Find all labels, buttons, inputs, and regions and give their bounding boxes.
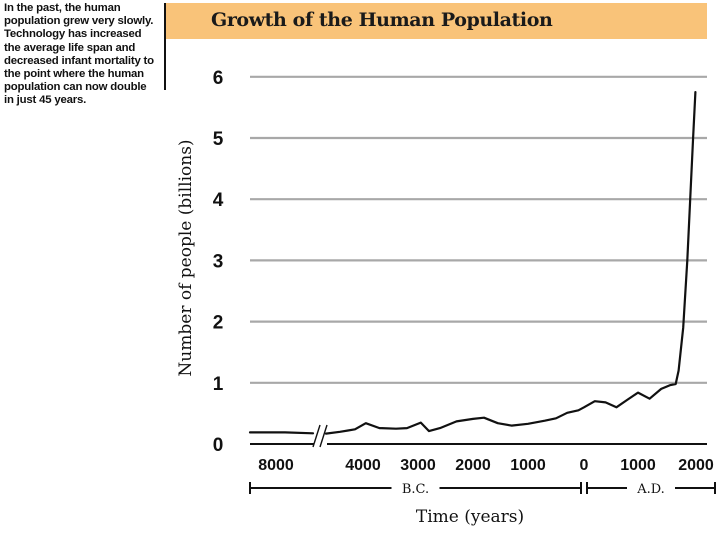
y-tick-label-3: 3 [213, 251, 224, 272]
axis-break-gap [314, 418, 327, 448]
axes [250, 418, 707, 448]
x-tick-label: 1000 [510, 457, 546, 474]
axis-break-mark [312, 424, 321, 448]
x-tick-label: 2000 [678, 457, 714, 474]
y-tick-label-0: 0 [213, 435, 224, 456]
era-label-bc: B.C. [402, 482, 429, 497]
x-tick-label: 3000 [400, 457, 436, 474]
axis-break-mark [319, 424, 328, 448]
y-tick-label-1: 1 [213, 374, 224, 395]
y-tick-label-6: 6 [213, 68, 224, 89]
caption-text: In the past, the human population grew v… [4, 2, 154, 107]
x-tick-label: 1000 [620, 457, 656, 474]
chart-title: Growth of the Human Population [211, 9, 553, 31]
title-band: Growth of the Human Population [166, 3, 707, 39]
x-tick-label: 4000 [345, 457, 381, 474]
x-tick-label: 0 [580, 457, 589, 474]
era-label-ad: A.D. [636, 482, 665, 497]
y-tick-label-5: 5 [213, 129, 224, 150]
x-tick-label: 8000 [258, 457, 294, 474]
y-tick-label-4: 4 [213, 190, 224, 211]
series [248, 91, 697, 435]
era-brackets: B.C. A.D. [249, 482, 716, 497]
x-tick-label: 2000 [455, 457, 491, 474]
y-tick-labels: 0 1 2 3 4 5 6 [213, 68, 224, 456]
series-line-world-population [248, 91, 697, 435]
caption-divider [164, 3, 166, 90]
x-axis-label: Time (years) [416, 507, 524, 527]
y-tick-label-2: 2 [213, 313, 224, 334]
x-tick-labels: 8000 4000 3000 2000 1000 0 1000 2000 [258, 457, 714, 474]
gridlines [250, 75, 707, 384]
era-bracket-bc: B.C. [249, 482, 582, 497]
y-axis-label: Number of people (billions) [176, 139, 196, 376]
era-bracket-ad: A.D. [586, 482, 716, 497]
